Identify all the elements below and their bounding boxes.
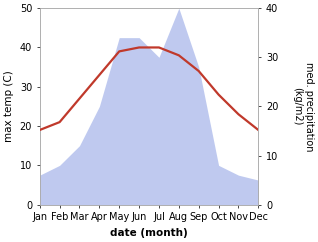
X-axis label: date (month): date (month)	[110, 228, 188, 238]
Y-axis label: max temp (C): max temp (C)	[4, 70, 14, 142]
Y-axis label: med. precipitation
(kg/m2): med. precipitation (kg/m2)	[292, 62, 314, 151]
